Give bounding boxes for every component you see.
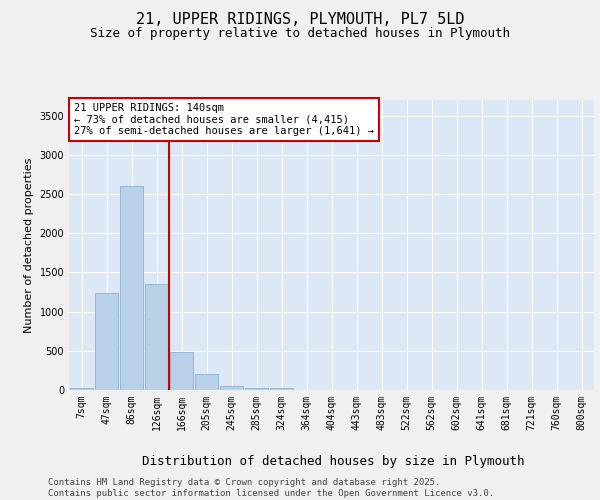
Bar xyxy=(170,352,193,390)
Bar xyxy=(70,388,93,390)
Bar xyxy=(145,284,168,390)
Bar xyxy=(245,388,268,390)
Text: 21, UPPER RIDINGS, PLYMOUTH, PL7 5LD: 21, UPPER RIDINGS, PLYMOUTH, PL7 5LD xyxy=(136,12,464,28)
Bar xyxy=(270,388,293,390)
Text: 21 UPPER RIDINGS: 140sqm
← 73% of detached houses are smaller (4,415)
27% of sem: 21 UPPER RIDINGS: 140sqm ← 73% of detach… xyxy=(74,103,374,136)
Bar xyxy=(220,386,243,390)
Bar xyxy=(195,374,218,390)
Text: Distribution of detached houses by size in Plymouth: Distribution of detached houses by size … xyxy=(142,454,524,468)
Text: Contains HM Land Registry data © Crown copyright and database right 2025.
Contai: Contains HM Land Registry data © Crown c… xyxy=(48,478,494,498)
Bar xyxy=(120,186,143,390)
Text: Size of property relative to detached houses in Plymouth: Size of property relative to detached ho… xyxy=(90,28,510,40)
Bar xyxy=(95,293,118,390)
Y-axis label: Number of detached properties: Number of detached properties xyxy=(24,158,34,332)
